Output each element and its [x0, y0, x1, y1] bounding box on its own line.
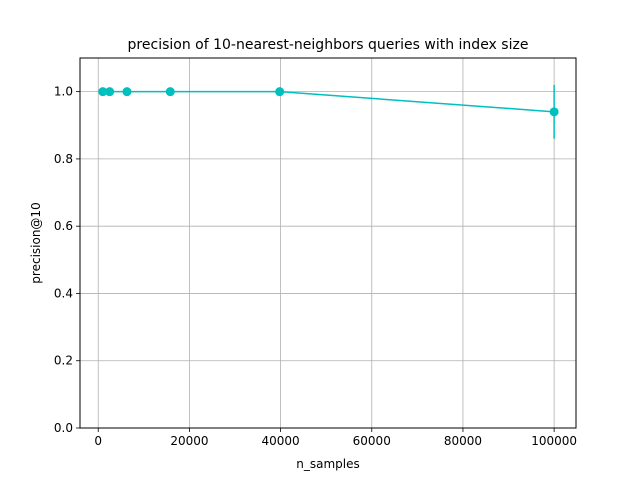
x-tick-label: 0	[94, 434, 102, 448]
y-axis-label: precision@10	[29, 202, 43, 283]
x-tick-label: 100000	[531, 434, 577, 448]
axis-ticks: 0 20000 40000 60000 80000 100000 0.0 0.2 0.4 0.6 0…	[54, 85, 577, 448]
y-tick-label: 0.4	[54, 286, 73, 300]
data-point	[122, 87, 132, 97]
data-point	[549, 107, 559, 117]
x-tick-label: 80000	[444, 434, 482, 448]
x-axis-label: n_samples	[296, 457, 360, 471]
x-tick-label: 60000	[353, 434, 391, 448]
chart-title: precision of 10-nearest-neighbors querie…	[128, 37, 529, 53]
data-series	[98, 84, 559, 139]
y-tick-label: 0.0	[54, 421, 73, 435]
data-point	[98, 87, 108, 97]
data-point	[275, 87, 285, 97]
x-tick-label: 40000	[261, 434, 299, 448]
y-tick-label: 0.8	[54, 152, 73, 166]
data-point	[165, 87, 175, 97]
plot-frame	[79, 57, 577, 429]
y-tick-label: 0.6	[54, 219, 73, 233]
data-point	[105, 87, 115, 97]
grid-lines	[80, 58, 576, 429]
x-tick-label: 20000	[170, 434, 208, 448]
y-tick-label: 1.0	[54, 85, 73, 99]
y-tick-label: 0.2	[54, 354, 73, 368]
